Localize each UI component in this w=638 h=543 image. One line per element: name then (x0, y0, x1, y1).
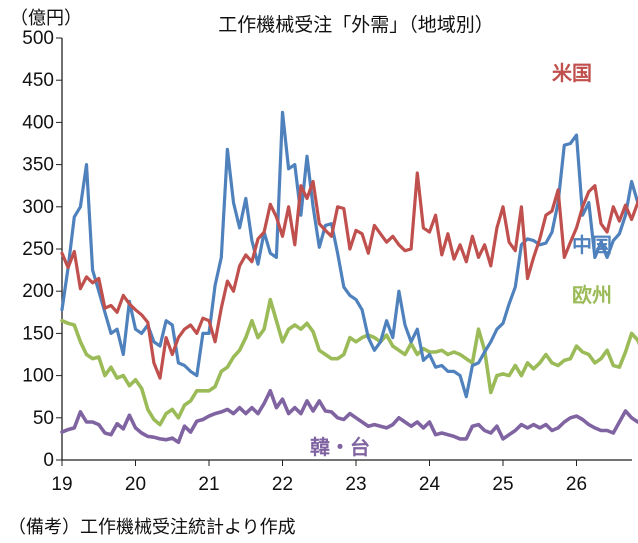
y-tick-label: 150 (22, 323, 54, 344)
x-tick-label: 22 (272, 474, 293, 495)
chart-title: 工作機械受注「外需」（地域別） (218, 14, 494, 36)
axes (61, 38, 632, 461)
y-tick-label: 50 (33, 408, 54, 429)
y-tick-label: 400 (22, 112, 54, 133)
y-tick-label: 100 (22, 366, 54, 387)
series-lines (60, 110, 638, 445)
x-tick-label: 20 (125, 474, 146, 495)
series-label-3: 欧州 (572, 283, 612, 307)
y-tick-label: 350 (22, 155, 54, 176)
x-tick-label: 24 (419, 474, 441, 495)
x-tick-label: 19 (51, 474, 72, 495)
x-axis-ticks: 19 20 21 22 23 24 25 26 (51, 460, 587, 495)
y-tick-label: 200 (22, 281, 54, 302)
source-note: （備考）工作機械受注統計より作成 (8, 517, 296, 538)
series-line-4 (60, 388, 638, 445)
y-tick-label: 450 (22, 70, 54, 91)
x-tick-label: 23 (345, 474, 366, 495)
series-label-1: 米国 (552, 61, 592, 85)
series-line-3 (60, 297, 638, 427)
y-tick-label: 0 (43, 450, 54, 471)
x-tick-label: 21 (198, 474, 219, 495)
series-line-1 (60, 171, 638, 380)
series-line-2 (60, 110, 638, 399)
unit-label: （億円） (10, 8, 82, 29)
series-label-4: 韓・台 (310, 435, 370, 459)
x-tick-label: 25 (492, 474, 513, 495)
y-tick-label: 300 (22, 197, 54, 218)
y-axis-ticks: 0 50 100 150 200 250 300 350 400 450 500 (22, 28, 62, 471)
series-label-2: 中国 (572, 233, 612, 257)
y-tick-label: 250 (22, 239, 54, 260)
x-tick-label: 26 (566, 474, 587, 495)
y-tick-label: 500 (22, 28, 54, 49)
